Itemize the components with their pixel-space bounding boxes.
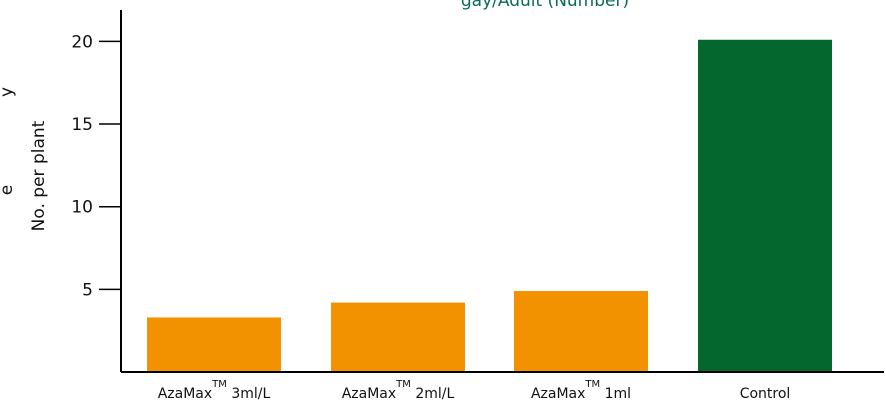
- side-label-fragment-2: e: [0, 185, 17, 195]
- bar-1: [147, 317, 281, 372]
- y-tick-label: 10: [71, 198, 93, 218]
- x-labels-group: AzaMaxTM 3ml/L AzaMaxTM 2ml/L AzaMaxTM 1ml…: [158, 379, 791, 402]
- chart-title-fragment: gay/Adult (Number): [461, 0, 629, 11]
- side-label-fragment-1: y: [0, 87, 17, 97]
- x-category-label: AzaMaxTM 3ml/L: [158, 379, 271, 402]
- y-tick-label: 5: [82, 280, 93, 300]
- x-category-label: Control: [740, 386, 791, 402]
- x-category-label: AzaMaxTM 2ml/L: [342, 379, 455, 402]
- y-tick-label: 20: [71, 32, 93, 52]
- x-category-label: AzaMaxTM 1ml: [531, 379, 631, 402]
- bar-4: [698, 39, 832, 373]
- y-tick-label: 15: [71, 115, 93, 135]
- y-ticks-group: 5 10 15 20: [71, 32, 121, 300]
- y-axis-title: No. per plant: [29, 120, 49, 231]
- bar-2: [331, 302, 465, 372]
- bars-group: [147, 39, 832, 373]
- bar-3: [514, 291, 648, 372]
